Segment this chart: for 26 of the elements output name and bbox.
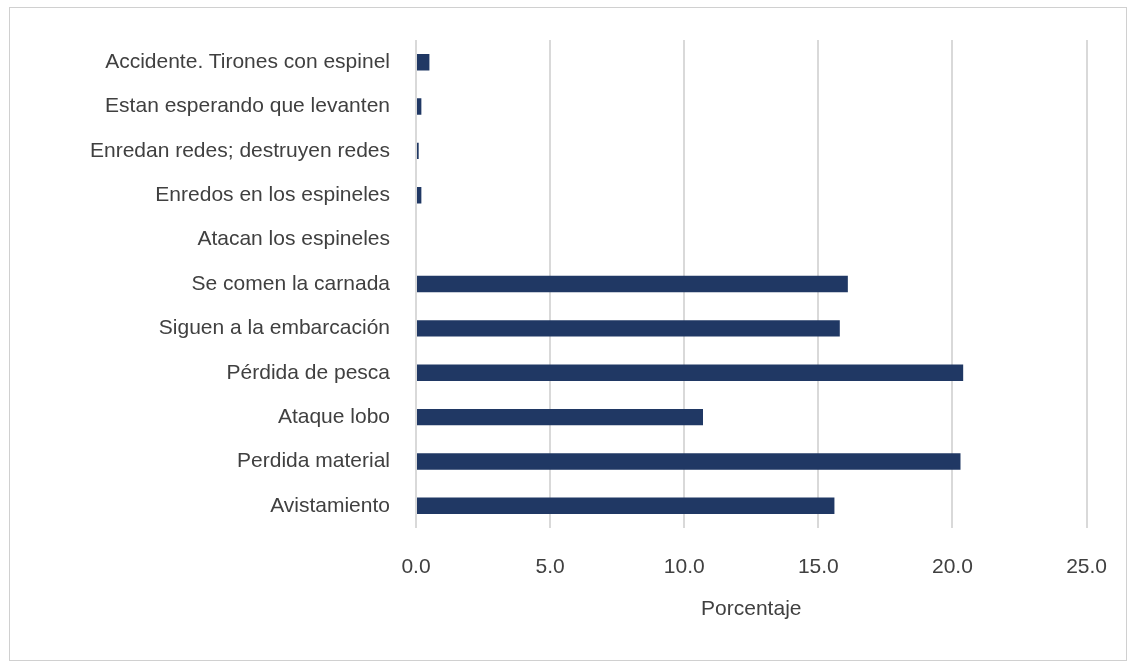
x-tick-label: 10.0 xyxy=(663,554,705,578)
y-tick-label: Enredos en los espineles xyxy=(155,182,390,206)
x-tick-label: 15.0 xyxy=(797,554,839,578)
y-tick-label: Se comen la carnada xyxy=(191,270,391,294)
y-tick-label: Estan esperando que levanten xyxy=(105,93,390,117)
y-tick-label: Enredan redes; destruyen redes xyxy=(89,137,390,161)
x-axis-title: Porcentaje xyxy=(701,596,802,620)
bar xyxy=(417,53,430,71)
y-tick-label: Avistamiento xyxy=(270,492,390,516)
bar xyxy=(417,275,848,293)
y-tick-label: Ataque lobo xyxy=(277,403,390,427)
bar xyxy=(417,320,840,337)
x-tick-label: 5.0 xyxy=(535,554,565,578)
bar xyxy=(417,408,703,426)
bar xyxy=(417,364,964,381)
bar xyxy=(417,497,835,515)
y-tick-label: Siguen a la embarcación xyxy=(158,315,390,339)
bar xyxy=(417,453,961,470)
y-tick-label: Accidente. Tirones con espinel xyxy=(105,48,390,72)
bar xyxy=(417,98,422,115)
y-tick-label: Atacan los espineles xyxy=(197,226,390,250)
x-tick-label: 20.0 xyxy=(932,554,973,578)
x-tick-label: 25.0 xyxy=(1066,554,1107,578)
y-tick-label: Perdida material xyxy=(237,448,390,472)
x-tick-label: 0.0 xyxy=(401,554,431,578)
y-tick-label: Pérdida de pesca xyxy=(226,359,391,383)
